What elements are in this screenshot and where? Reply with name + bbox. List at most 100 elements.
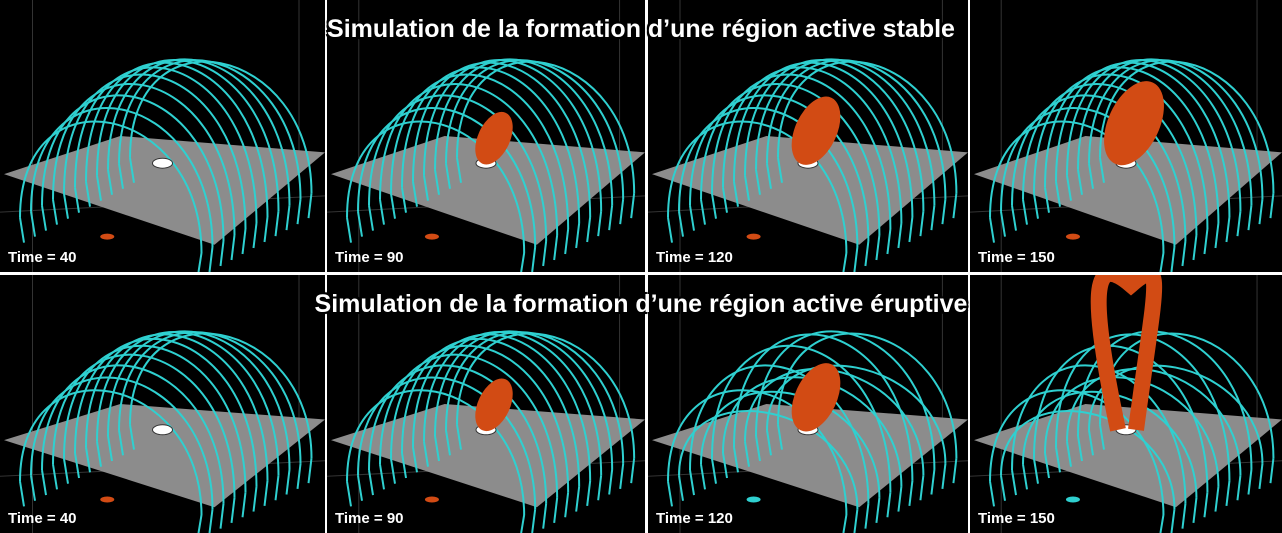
field-line-foot	[553, 497, 559, 524]
field-line-foot	[274, 475, 280, 501]
field-line-foot	[586, 480, 592, 507]
field-line-foot	[423, 441, 429, 467]
field-line-foot	[368, 469, 374, 496]
flux-trace	[746, 233, 761, 240]
field-line	[74, 337, 258, 487]
field-line-foot	[853, 246, 859, 272]
field-line-foot	[1258, 463, 1264, 489]
field-line-foot	[1181, 240, 1187, 267]
field-line-foot	[1192, 234, 1198, 261]
field-line-foot	[1022, 464, 1028, 490]
field-line	[357, 376, 537, 510]
field-line	[777, 60, 958, 194]
field-line	[85, 333, 269, 481]
field-line	[19, 120, 203, 253]
field-line-foot	[19, 217, 25, 243]
field-line	[1044, 376, 1220, 487]
simulation-panel: Time = 90	[327, 0, 645, 272]
flux-rope	[475, 378, 513, 432]
field-line	[733, 61, 914, 218]
field-line-foot	[597, 210, 603, 237]
field-line-foot	[1247, 204, 1253, 231]
field-line	[1033, 344, 1209, 493]
field-line-foot	[423, 175, 429, 201]
field-line-foot	[553, 234, 559, 261]
time-label: Time = 120	[656, 249, 733, 266]
field-line-foot	[346, 217, 352, 243]
field-line-foot	[96, 441, 102, 467]
field-line-foot	[63, 458, 69, 484]
field-line-foot	[1011, 205, 1017, 231]
field-line-foot	[777, 157, 783, 183]
field-line-foot	[1000, 475, 1006, 501]
field-line-foot	[531, 246, 537, 272]
field-line-foot	[733, 181, 739, 207]
field-line-foot	[755, 435, 761, 462]
field-line-foot	[219, 503, 225, 529]
field-line-foot	[208, 509, 214, 533]
field-line	[357, 107, 537, 247]
field-line-foot	[1000, 211, 1006, 237]
field-line-foot	[1055, 181, 1061, 207]
field-line-foot	[930, 469, 936, 495]
time-label: Time = 120	[656, 510, 733, 527]
flux-trace	[100, 496, 115, 503]
field-line-foot	[285, 469, 291, 495]
field-line-foot	[853, 509, 859, 533]
field-line-foot	[129, 424, 135, 450]
field-line	[1099, 60, 1275, 194]
field-line	[74, 66, 258, 224]
field-line	[689, 94, 870, 241]
field-line	[989, 389, 1165, 515]
flux-rope	[791, 363, 841, 432]
field-line	[1066, 368, 1242, 476]
field-line-foot	[1033, 458, 1039, 484]
field-line-foot	[700, 199, 706, 225]
field-line	[346, 120, 526, 253]
simulation-panel: Time = 90	[327, 275, 645, 533]
field-line-foot	[401, 452, 407, 479]
field-line-foot	[197, 252, 203, 272]
flux-rope	[1104, 81, 1164, 166]
field-line-foot	[897, 222, 903, 249]
field-line-foot	[307, 458, 313, 484]
field-line-foot	[1225, 216, 1231, 243]
field-line	[711, 73, 892, 230]
field-line-foot	[989, 217, 995, 243]
field-line	[412, 61, 592, 218]
field-line	[700, 390, 881, 498]
field-line-foot	[296, 198, 302, 225]
field-line	[30, 107, 214, 247]
field-line-foot	[1022, 199, 1028, 225]
field-line-foot	[1066, 175, 1072, 201]
field-line	[63, 344, 247, 493]
field-line-foot	[766, 430, 772, 456]
simulation-render	[327, 0, 645, 272]
simulation-panel: Time = 150	[970, 275, 1282, 533]
field-line-foot	[908, 480, 914, 507]
field-line-foot	[41, 205, 47, 231]
field-line-foot	[755, 169, 761, 195]
field-line-foot	[711, 458, 717, 484]
field-line-foot	[989, 481, 995, 507]
field-line-foot	[1099, 157, 1105, 183]
field-line-foot	[733, 447, 739, 473]
field-line-foot	[263, 480, 269, 507]
flux-trace	[100, 233, 115, 240]
field-line-foot	[930, 204, 936, 231]
simulation-panel: Time = 120	[648, 275, 968, 533]
field-line-foot	[357, 211, 363, 237]
field-line	[766, 364, 947, 464]
field-line-foot	[777, 424, 783, 450]
field-line-foot	[842, 252, 848, 272]
field-line-foot	[1269, 458, 1275, 484]
field-line-foot	[564, 228, 570, 255]
field-line-foot	[1011, 469, 1017, 496]
field-line	[678, 107, 859, 247]
field-line	[129, 60, 313, 194]
field-line-foot	[842, 514, 848, 533]
photosphere-plane	[974, 404, 1282, 508]
simulation-render	[648, 275, 968, 533]
field-line-foot	[1055, 447, 1061, 473]
field-line-foot	[575, 222, 581, 249]
